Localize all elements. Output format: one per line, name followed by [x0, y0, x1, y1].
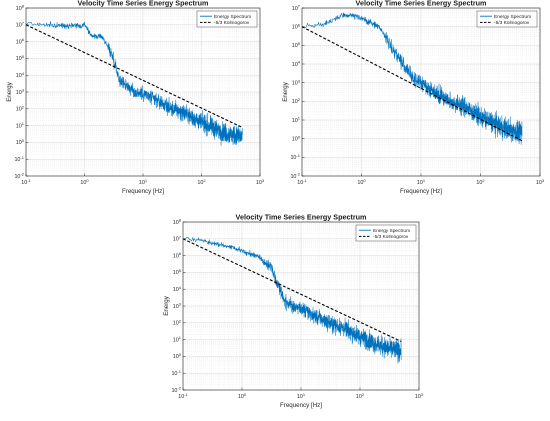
legend: Energy Spectrum-5/3 Kolmogorov [476, 10, 538, 28]
y-tick-label: 101 [173, 335, 182, 343]
x-tick-label: 102 [476, 178, 485, 186]
y-tick-label: 103 [292, 78, 301, 86]
y-axis-label: Energy [282, 81, 289, 102]
y-tick-label: 101 [292, 116, 301, 124]
x-tick-label: 10-1 [297, 178, 307, 186]
legend-entry-label: -5/3 Kolmogorov [494, 20, 530, 26]
y-tick-label: 104 [16, 71, 25, 79]
x-tick-label: 100 [80, 178, 89, 186]
x-tick-label: 10-1 [21, 178, 31, 186]
x-axis-label: Frequency [Hz] [280, 402, 322, 409]
y-axis-label: Energy [163, 295, 170, 316]
y-tick-label: 104 [173, 285, 182, 293]
y-tick-label: 104 [292, 60, 301, 68]
series-energy-spectrum-line [26, 21, 243, 146]
y-tick-label: 100 [173, 352, 182, 360]
y-axis-label: Energy [6, 81, 13, 102]
y-tick-label: 10-1 [14, 155, 24, 163]
x-tick-label: 102 [197, 178, 206, 186]
x-tick-label: 10-1 [178, 392, 188, 400]
x-tick-label: 103 [536, 178, 545, 186]
chart-title: Velocity Time Series Energy Spectrum [78, 0, 209, 8]
x-axis-label: Frequency [Hz] [122, 188, 164, 195]
legend-box [355, 224, 417, 242]
y-tick-label: 107 [173, 234, 182, 242]
y-tick-label: 108 [173, 218, 182, 226]
y-tick-label: 10-2 [171, 386, 181, 394]
chart-panel-top-left: 10-1 100 101 102 10310-210-11001011021031041… [6, 0, 265, 195]
y-tick-label: 102 [292, 97, 301, 105]
y-tick-label: 10-1 [290, 153, 300, 161]
legend-entry-label: Energy Spectrum [494, 14, 531, 20]
y-tick-label: 101 [16, 121, 25, 129]
x-tick-label: 103 [415, 392, 424, 400]
series-kolmogorov-line [183, 238, 402, 343]
y-tick-label: 108 [16, 4, 25, 12]
x-tick-label: 101 [139, 178, 148, 186]
y-tick-label: 105 [292, 41, 301, 49]
y-tick-label: 100 [292, 134, 301, 142]
series-kolmogorov-line [26, 24, 243, 129]
legend: Energy Spectrum-5/3 Kolmogorov [196, 10, 258, 28]
y-tick-label: 102 [16, 104, 25, 112]
x-tick-label: 100 [357, 178, 366, 186]
y-tick-label: 106 [292, 22, 301, 30]
y-tick-label: 100 [16, 138, 25, 146]
x-tick-label: 101 [417, 178, 426, 186]
x-axis-label: Frequency [Hz] [400, 188, 442, 195]
series-energy-spectrum-line [183, 236, 402, 364]
x-tick-label: 103 [256, 178, 265, 186]
y-tick-label: 105 [16, 54, 25, 62]
y-tick-label: 105 [173, 268, 182, 276]
series-kolmogorov-line [302, 26, 523, 142]
legend-entry-label: Energy Spectrum [373, 228, 410, 234]
y-tick-label: 102 [173, 318, 182, 326]
y-tick-label: 106 [173, 251, 182, 259]
x-tick-label: 100 [238, 392, 247, 400]
legend-box [196, 10, 258, 28]
legend-entry-label: -5/3 Kolmogorov [373, 234, 409, 240]
y-tick-label: 103 [173, 302, 182, 310]
x-tick-label: 101 [297, 392, 306, 400]
x-tick-label: 102 [356, 392, 365, 400]
legend: Energy Spectrum-5/3 Kolmogorov [355, 224, 417, 242]
y-tick-label: 107 [16, 20, 25, 28]
chart-panel-top-right: 10-1 100 101 102 10310-210-11001011021031041… [282, 0, 545, 195]
y-tick-label: 10-1 [171, 369, 181, 377]
y-tick-label: 106 [16, 37, 25, 45]
y-tick-label: 10-2 [14, 172, 24, 180]
y-tick-label: 10-2 [290, 172, 300, 180]
chart-title: Velocity Time Series Energy Spectrum [236, 213, 367, 222]
legend-entry-label: -5/3 Kolmogorov [214, 20, 250, 26]
y-tick-label: 107 [292, 4, 301, 12]
legend-entry-label: Energy Spectrum [214, 14, 251, 20]
chart-title: Velocity Time Series Energy Spectrum [356, 0, 487, 8]
y-tick-label: 103 [16, 88, 25, 96]
legend-box [476, 10, 538, 28]
chart-panel-bottom: 10-1 100 101 102 10310-210-11001011021031041… [163, 213, 424, 410]
series-energy-spectrum-line [302, 12, 523, 145]
